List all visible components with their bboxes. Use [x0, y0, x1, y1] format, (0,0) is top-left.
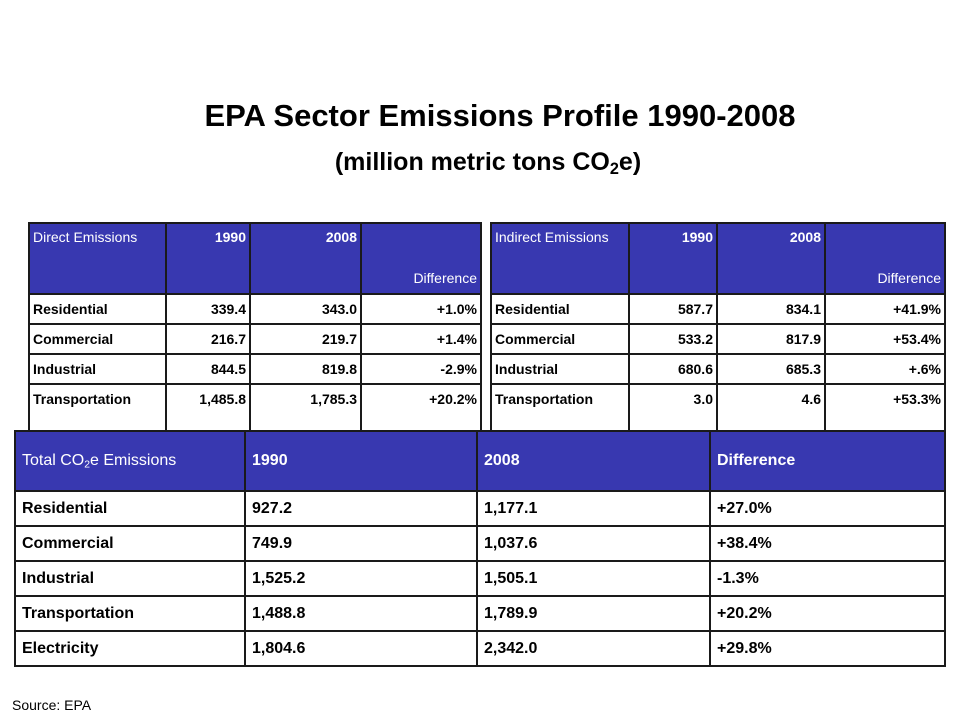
header-cell: 2008 — [476, 430, 711, 492]
table-cell: 2,342.0 — [476, 630, 711, 667]
table-cell: +20.2% — [709, 595, 946, 632]
indirect-emissions-table: Indirect Emissions 1990 2008 Difference … — [490, 222, 946, 441]
table-cell: Industrial — [490, 353, 630, 385]
table-cell: 685.3 — [716, 353, 826, 385]
table-cell: 343.0 — [249, 293, 362, 325]
table-cell: 1,488.8 — [244, 595, 478, 632]
table-row: Industrial 844.5 819.8 -2.9% — [28, 353, 482, 385]
table-cell: 1,804.6 — [244, 630, 478, 667]
table-cell: -2.9% — [360, 353, 482, 385]
table-cell: 680.6 — [628, 353, 718, 385]
header-cell: Difference — [824, 222, 946, 295]
table-cell: Commercial — [14, 525, 246, 562]
table-cell: 339.4 — [165, 293, 251, 325]
page-subtitle: (million metric tons CO2e) — [0, 146, 960, 178]
table-cell: 817.9 — [716, 323, 826, 355]
header-cell: 1990 — [244, 430, 478, 492]
table-cell: 844.5 — [165, 353, 251, 385]
header-cell: 2008 — [249, 222, 362, 295]
table-cell: Electricity — [14, 630, 246, 667]
header-cell: 2008 — [716, 222, 826, 295]
page-title: EPA Sector Emissions Profile 1990-2008 — [204, 98, 796, 133]
table-row: Commercial 216.7 219.7 +1.4% — [28, 323, 482, 355]
table-cell: +41.9% — [824, 293, 946, 325]
table-row: Residential 927.2 1,177.1 +27.0% — [14, 490, 946, 527]
table-cell: Transportation — [14, 595, 246, 632]
table-cell: 1,177.1 — [476, 490, 711, 527]
header-cell: Difference — [709, 430, 946, 492]
header-prefix: Total CO — [22, 452, 85, 469]
subtitle-prefix: (million metric tons CO — [334, 148, 610, 176]
table-row: Residential 339.4 343.0 +1.0% — [28, 293, 482, 325]
table-cell: Residential — [14, 490, 246, 527]
table-row: Residential 587.7 834.1 +41.9% — [490, 293, 946, 325]
table-cell: +29.8% — [709, 630, 946, 667]
header-cell: Total CO2e Emissions — [14, 430, 246, 492]
table-cell: +38.4% — [709, 525, 946, 562]
source-note: Source: EPA — [12, 697, 92, 713]
table-cell: 587.7 — [628, 293, 718, 325]
header-subscript: 2 — [84, 459, 91, 471]
table-cell: 1,525.2 — [244, 560, 478, 597]
table-cell: 834.1 — [716, 293, 826, 325]
header-cell: Difference — [360, 222, 482, 295]
table-cell: 1,037.6 — [476, 525, 711, 562]
table-row: Transportation 1,488.8 1,789.9 +20.2% — [14, 595, 946, 632]
table-cell: +1.4% — [360, 323, 482, 355]
table-cell: 533.2 — [628, 323, 718, 355]
header-cell: Direct Emissions — [28, 222, 167, 295]
table-cell: 1,789.9 — [476, 595, 711, 632]
table-header-row: Direct Emissions 1990 2008 Difference — [28, 222, 482, 295]
table-cell: 749.9 — [244, 525, 478, 562]
table-cell: +1.0% — [360, 293, 482, 325]
total-emissions-table: Total CO2e Emissions 1990 2008 Differenc… — [14, 430, 946, 667]
table-cell: 219.7 — [249, 323, 362, 355]
table-row: Industrial 1,525.2 1,505.1 -1.3% — [14, 560, 946, 597]
table-row: Commercial 749.9 1,037.6 +38.4% — [14, 525, 946, 562]
table-row: Industrial 680.6 685.3 +.6% — [490, 353, 946, 385]
table-header-row: Total CO2e Emissions 1990 2008 Differenc… — [14, 430, 946, 492]
table-cell: 1,505.1 — [476, 560, 711, 597]
header-cell: 1990 — [628, 222, 718, 295]
table-cell: +53.4% — [824, 323, 946, 355]
table-cell: Industrial — [14, 560, 246, 597]
table-cell: -1.3% — [709, 560, 946, 597]
subtitle-subscript: 2 — [609, 160, 619, 179]
header-suffix: e Emissions — [90, 452, 177, 469]
table-cell: 927.2 — [244, 490, 478, 527]
direct-emissions-table: Direct Emissions 1990 2008 Difference Re… — [28, 222, 482, 441]
table-cell: 819.8 — [249, 353, 362, 385]
table-header-row: Indirect Emissions 1990 2008 Difference — [490, 222, 946, 295]
table-cell: +27.0% — [709, 490, 946, 527]
header-cell: Indirect Emissions — [490, 222, 630, 295]
subtitle-suffix: e) — [618, 148, 642, 176]
table-cell: Residential — [490, 293, 630, 325]
header-cell: 1990 — [165, 222, 251, 295]
table-row: Commercial 533.2 817.9 +53.4% — [490, 323, 946, 355]
table-cell: Industrial — [28, 353, 167, 385]
table-cell: +.6% — [824, 353, 946, 385]
table-cell: Commercial — [28, 323, 167, 355]
table-cell: Residential — [28, 293, 167, 325]
table-cell: Commercial — [490, 323, 630, 355]
table-row: Electricity 1,804.6 2,342.0 +29.8% — [14, 630, 946, 667]
table-cell: 216.7 — [165, 323, 251, 355]
